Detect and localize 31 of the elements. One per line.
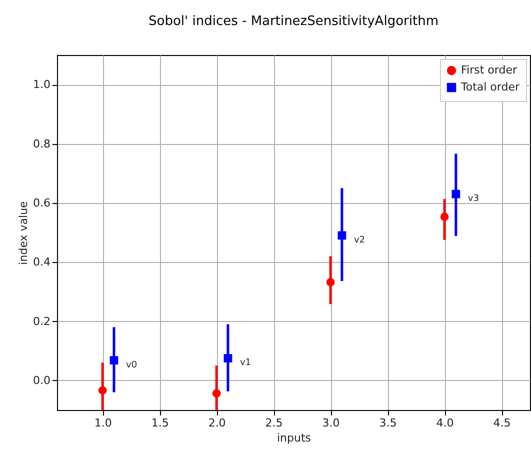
point — [338, 231, 346, 240]
point — [440, 212, 449, 221]
point — [326, 278, 335, 286]
x-tick-label: 4.0 — [436, 416, 454, 430]
y-axis-title: index value — [17, 200, 30, 265]
y-tick-label: 1.0 — [33, 78, 50, 92]
annotation: v2 — [354, 235, 365, 246]
y-tick-label: 0.0 — [33, 374, 50, 387]
point — [452, 190, 460, 198]
y-tick-label: 0.4 — [33, 256, 50, 269]
x-tick-label: 3.5 — [379, 416, 397, 430]
chart-title: Sobol' indices - MartinezSensitivityAlgorithm — [148, 14, 438, 29]
annotation: v1 — [240, 358, 252, 368]
y-tick-label: 0.2 — [33, 314, 50, 328]
point — [224, 354, 232, 362]
x-tick-label: 2.5 — [265, 416, 283, 430]
legend-label: First order — [461, 64, 518, 76]
annotation: v3 — [468, 194, 479, 204]
x-tick-label: 3.0 — [322, 416, 340, 430]
y-tick-label: 0.8 — [33, 137, 50, 150]
x-tick-label: 1.0 — [94, 416, 112, 430]
point — [98, 386, 107, 395]
x-axis-title: inputs — [276, 432, 312, 444]
y-tick-label: 0.6 — [33, 196, 50, 210]
x-tick-label: 2.0 — [208, 416, 226, 430]
x-tick-label: 4.5 — [493, 416, 511, 430]
point — [110, 356, 118, 364]
point — [212, 389, 221, 398]
legend-label: Total order — [460, 80, 520, 94]
x-tick-label: 1.5 — [151, 416, 169, 430]
annotation: v0 — [126, 360, 138, 370]
